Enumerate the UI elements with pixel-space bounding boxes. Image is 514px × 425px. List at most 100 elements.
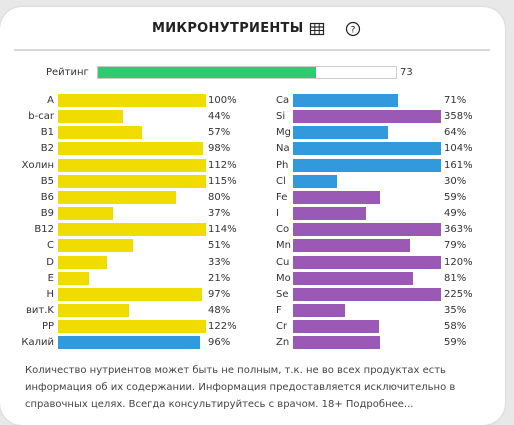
nutrient-bar [58,174,206,188]
nutrient-label: Cu [276,256,290,268]
nutrient-percent: 161% [444,159,473,171]
rating-label: Рейтинг [46,67,89,78]
nutrient-percent: 358% [444,111,473,123]
nutrient-label: F [276,304,282,316]
card-title: МИКРОНУТРИЕНТЫ [152,21,304,36]
nutrient-percent: 37% [208,208,231,220]
nutrient-label: B6 [40,191,54,203]
nutrient-percent: 363% [444,224,473,236]
nutrient-label: Холин [21,159,54,171]
nutrient-percent: 81% [444,272,467,284]
nutrient-bar [293,207,366,221]
nutrient-percent: 112% [208,159,237,171]
nutrient-label: Se [276,288,289,300]
nutrient-label: E [47,272,54,284]
nutrient-label: B2 [40,143,54,155]
nutrient-bar [58,110,124,124]
rating-bar-fill [98,67,316,78]
nutrient-percent: 104% [444,143,473,155]
nutrient-label: Cl [276,175,286,187]
nutrient-percent: 115% [208,175,237,187]
nutrient-percent: 114% [208,224,237,236]
nutrient-percent: 30% [444,175,467,187]
nutrient-percent: 51% [208,240,231,252]
nutrient-bar [293,94,399,107]
nutrient-label: Na [276,143,290,155]
nutrient-bar [58,287,202,301]
nutrient-label: A [47,95,54,106]
nutrient-percent: 122% [208,321,237,333]
nutrient-label: Co [276,224,290,236]
nutrient-bar [58,239,134,253]
nutrient-bar [58,320,206,334]
nutrient-label: D [46,256,54,268]
nutrient-percent: 57% [208,127,231,139]
nutrient-bar [58,126,143,140]
nutrient-label: B12 [34,224,54,236]
nutrient-label: b-car [28,111,54,123]
nutrient-percent: 97% [208,288,231,300]
nutrient-label: B5 [40,175,54,187]
nutrient-bar [293,239,410,253]
nutrient-label: Mo [276,272,291,284]
svg-text:?: ? [351,26,356,36]
nutrient-label: Cr [276,321,288,333]
nutrient-bar [293,287,441,301]
nutrient-bar [293,271,413,285]
nutrient-bar [58,190,177,204]
nutrient-percent: 80% [208,191,231,203]
nutrient-bar [58,142,204,156]
nutrient-bar [293,142,441,156]
table-icon[interactable] [309,21,325,37]
nutrient-bar [293,126,388,140]
micronutrients-card: МИКРОНУТРИЕНТЫ ? Рейтинг 73 A 100% b-car 44… [0,7,505,425]
nutrient-bar [293,223,441,237]
nutrient-label: B1 [40,127,54,139]
nutrient-percent: 100% [208,95,237,106]
nutrient-label: I [276,208,279,220]
rating-value: 73 [400,67,413,78]
nutrient-bar [58,336,201,350]
nutrient-percent: 59% [444,191,467,203]
nutrient-percent: 21% [208,272,231,284]
nutrient-bar [293,336,381,350]
nutrient-percent: 98% [208,143,231,155]
nutrient-bar [293,303,345,317]
nutrient-bar [293,158,441,172]
nutrient-percent: 59% [444,337,467,349]
nutrient-label: Mg [276,127,291,139]
nutrient-label: Zn [276,337,290,349]
nutrient-bar [293,174,338,188]
nutrient-label: H [46,288,54,300]
nutrient-label: C [47,240,54,252]
nutrient-label: Si [276,111,286,123]
nutrient-label: Ph [276,159,289,171]
nutrient-percent: 64% [444,127,467,139]
nutrient-label: Ca [276,95,290,106]
nutrient-percent: 48% [208,304,231,316]
header-divider [14,49,490,51]
nutrient-label: Mn [276,240,291,252]
nutrient-label: PP [41,321,54,333]
nutrient-percent: 79% [444,240,467,252]
nutrient-percent: 225% [444,288,473,300]
nutrient-bar [58,94,206,107]
nutrient-bar [58,255,107,269]
nutrient-percent: 49% [444,208,467,220]
nutrient-percent: 33% [208,256,231,268]
rating-bar [97,66,397,79]
nutrient-label: Fe [276,191,288,203]
nutrient-percent: 120% [444,256,473,268]
nutrient-percent: 58% [444,321,467,333]
nutrient-bar [293,320,379,334]
nutrient-percent: 71% [444,95,467,106]
help-icon[interactable]: ? [345,21,361,37]
nutrient-bar [58,207,113,221]
nutrient-percent: 35% [444,304,467,316]
nutrient-bar [293,255,441,269]
nutrient-bar [293,190,381,204]
disclaimer-note: Количество нутриентов может быть не полн… [25,365,456,410]
nutrient-bar [58,303,130,317]
nutrient-percent: 44% [208,111,231,123]
nutrient-bar [58,158,206,172]
